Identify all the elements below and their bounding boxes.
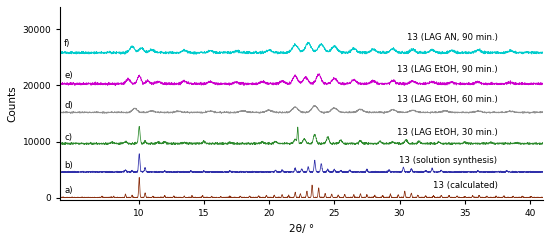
Text: c): c) bbox=[64, 133, 72, 142]
Text: b): b) bbox=[64, 161, 73, 170]
X-axis label: 2θ/ °: 2θ/ ° bbox=[289, 224, 314, 234]
Text: 13 (LAG EtOH, 30 min.): 13 (LAG EtOH, 30 min.) bbox=[397, 127, 497, 137]
Text: 13 (calculated): 13 (calculated) bbox=[432, 181, 497, 190]
Text: f): f) bbox=[64, 39, 70, 48]
Text: 13 (solution synthesis): 13 (solution synthesis) bbox=[399, 156, 497, 165]
Text: 13 (LAG AN, 90 min.): 13 (LAG AN, 90 min.) bbox=[406, 33, 497, 42]
Text: a): a) bbox=[64, 187, 73, 195]
Text: d): d) bbox=[64, 100, 73, 110]
Y-axis label: Counts: Counts bbox=[7, 85, 17, 122]
Text: 13 (LAG EtOH, 60 min.): 13 (LAG EtOH, 60 min.) bbox=[397, 95, 497, 104]
Text: 13 (LAG EtOH, 90 min.): 13 (LAG EtOH, 90 min.) bbox=[397, 65, 497, 74]
Text: e): e) bbox=[64, 71, 73, 80]
